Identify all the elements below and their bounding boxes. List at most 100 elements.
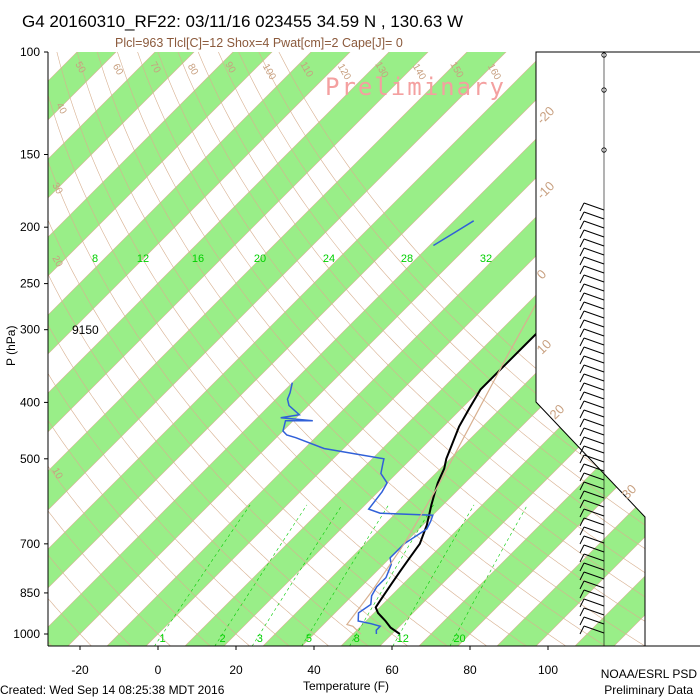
wind-barb-flag xyxy=(579,409,585,419)
wind-barb xyxy=(583,544,605,553)
x-tick-label: -20 xyxy=(71,663,89,677)
theta-side-label: 10 xyxy=(49,466,64,482)
wind-barb xyxy=(583,310,605,319)
sounding-params: Plcl=963 Tlcl[C]=12 Shox=4 Pwat[cm]=2 Ca… xyxy=(115,36,403,50)
wind-barb xyxy=(583,382,605,391)
wind-barb xyxy=(583,517,605,526)
wind-barb-flag xyxy=(579,598,585,608)
mixing-ratio-label: 16 xyxy=(192,253,204,265)
wind-barb xyxy=(583,391,605,400)
mixing-ratio-bottom-label: 20 xyxy=(453,633,465,645)
wind-barb xyxy=(583,220,605,229)
dry-adiabat xyxy=(48,510,172,646)
x-tick-label: 80 xyxy=(463,663,477,677)
isotherm-line xyxy=(418,419,645,646)
theta-label: 80 xyxy=(185,62,200,78)
wind-barb xyxy=(583,400,605,409)
isotherm-line xyxy=(48,52,624,628)
wind-barb xyxy=(583,463,605,472)
wind-barb-flag xyxy=(579,499,585,509)
wind-barb-flag xyxy=(579,382,585,392)
wind-barb xyxy=(583,337,605,346)
wind-barb-flag xyxy=(579,418,585,428)
wind-barb xyxy=(583,364,605,373)
wind-barb xyxy=(583,409,605,418)
wind-barbs xyxy=(579,52,607,646)
mixing-ratio-lines xyxy=(154,504,528,646)
wind-barb xyxy=(583,283,605,292)
wind-barb xyxy=(583,607,605,616)
dry-adiabat xyxy=(48,273,369,646)
wind-barb xyxy=(583,292,605,301)
wind-barb xyxy=(583,229,605,238)
mixing-ratio-bottom-label: 2 xyxy=(220,633,226,645)
dry-adiabat xyxy=(48,419,251,646)
isotherm-line xyxy=(48,52,429,433)
mixing-ratio-label: 32 xyxy=(480,253,492,265)
calm-wind-circle xyxy=(601,147,607,153)
mixing-ratio-bottom-label: 12 xyxy=(397,633,409,645)
wind-barb-flag xyxy=(579,247,585,257)
wind-barb xyxy=(583,490,605,499)
y-tick-label: 250 xyxy=(20,277,40,291)
wind-barb xyxy=(583,508,605,517)
wind-barb-flag xyxy=(579,229,585,239)
y-tick-label: 400 xyxy=(20,395,40,409)
series-line-dewpoint-upper xyxy=(433,220,475,247)
isotherm-line xyxy=(48,52,507,511)
wind-barb-flag xyxy=(579,508,585,518)
calm-wind-circle xyxy=(601,52,607,58)
wind-barb-flag xyxy=(579,319,585,329)
x-tick-label: 60 xyxy=(385,663,399,677)
isotherm-line xyxy=(48,52,390,394)
mixing-ratio-label: 8 xyxy=(92,253,98,265)
theta-label: 50 xyxy=(72,60,87,76)
created-timestamp: Created: Wed Sep 14 08:25:38 MDT 2016 xyxy=(0,683,225,697)
mixing-ratio-bottom-label: 1 xyxy=(160,633,166,645)
theta-side-label: 30 xyxy=(49,181,64,197)
wind-barb-flag xyxy=(579,616,585,626)
wind-barb-flag xyxy=(579,400,585,410)
wind-barb xyxy=(583,472,605,481)
wind-barb-flag xyxy=(579,346,585,356)
chart-title: G4 20160310_RF22: 03/11/16 023455 34.59 … xyxy=(22,12,463,31)
x-tick-label: 100 xyxy=(538,663,558,677)
mixing-ratio-label: 12 xyxy=(137,253,149,265)
wind-barb-flag xyxy=(579,490,585,500)
wind-barb xyxy=(583,211,605,220)
wind-barb xyxy=(583,598,605,607)
wind-barb xyxy=(583,265,605,274)
x-tick-label: 40 xyxy=(307,663,321,677)
dry-adiabat xyxy=(278,52,645,456)
wind-barb-flag xyxy=(579,265,585,275)
wind-barb xyxy=(583,625,605,634)
isotherm-line xyxy=(457,458,645,646)
wind-barb-flag xyxy=(579,274,585,284)
series-line-dewpoint xyxy=(280,382,434,635)
wind-barb-flag xyxy=(579,562,585,572)
theta-side-label: 40 xyxy=(53,101,68,117)
wind-barb-flag xyxy=(579,238,585,248)
dry-adiabat xyxy=(218,52,645,526)
theta-label: 90 xyxy=(222,60,237,76)
y-tick-label: 300 xyxy=(20,323,40,337)
dry-adiabat xyxy=(177,52,645,574)
mixing-ratio-line xyxy=(392,504,475,646)
wind-barb-flag xyxy=(579,517,585,527)
wind-barb xyxy=(583,481,605,490)
preliminary-watermark: Preliminary xyxy=(325,73,506,101)
mixing-ratio-line xyxy=(449,504,528,646)
dry-adiabat xyxy=(48,324,330,646)
dry-adiabat xyxy=(48,93,488,646)
mixing-ratio-labels: 1 2 3 5 8 12 208 12 16 20 24 28 32 xyxy=(92,253,492,645)
wind-barb xyxy=(583,373,605,382)
wind-barb-flag xyxy=(579,436,585,446)
wind-barb-flag xyxy=(579,328,585,338)
wind-barb xyxy=(583,238,605,247)
wind-barb xyxy=(583,571,605,580)
wind-barb xyxy=(583,427,605,436)
isotherm-line xyxy=(496,497,645,646)
wind-barb xyxy=(583,346,605,355)
wind-barb xyxy=(583,355,605,364)
theta-label: 70 xyxy=(147,60,162,76)
